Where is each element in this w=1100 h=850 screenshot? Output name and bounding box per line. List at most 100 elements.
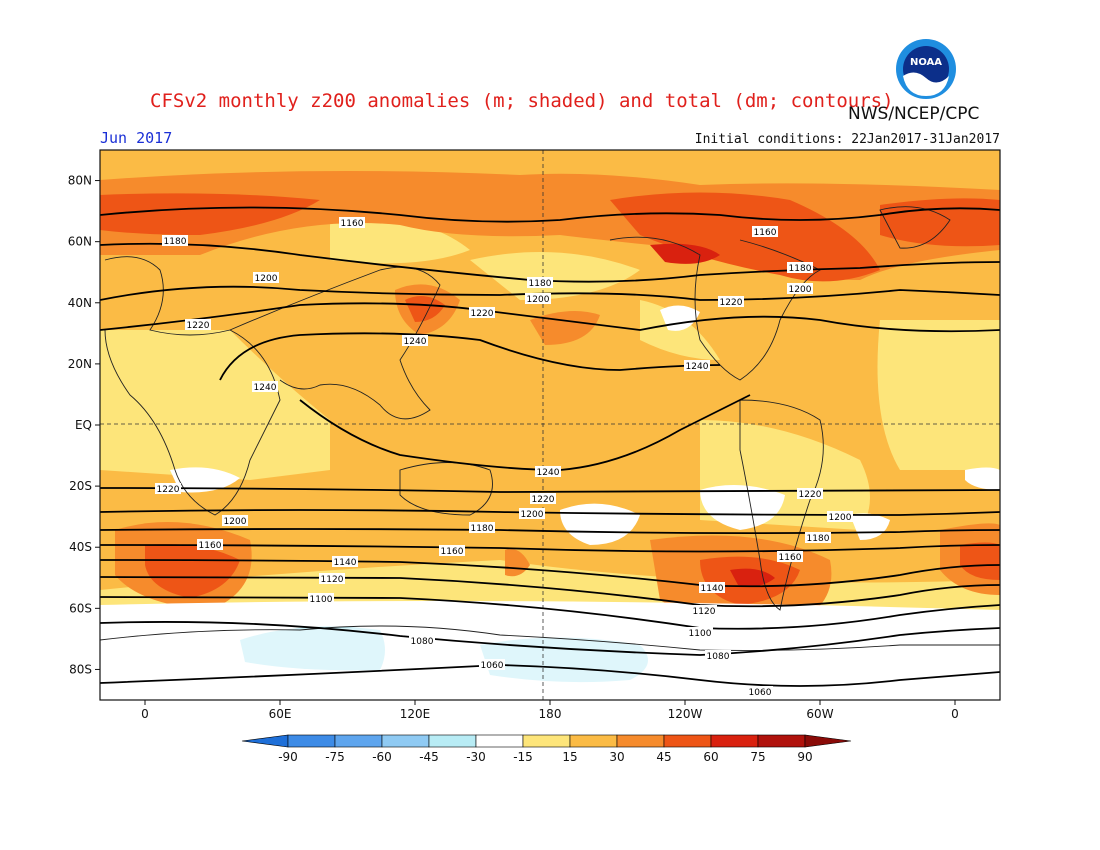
colorbar-tick-label: 45	[656, 750, 671, 764]
contour-label: 1240	[404, 337, 427, 347]
colorbar-tick-label: 15	[562, 750, 577, 764]
contour-label-bg	[155, 483, 181, 494]
contour-label: 1220	[799, 490, 822, 500]
contour-1080	[100, 621, 1000, 656]
lat-tick-label: 60S	[69, 601, 92, 615]
colorbar-swatch	[475, 734, 524, 748]
colorbar-swatch	[381, 734, 430, 748]
anomaly-60-75-satl	[145, 544, 240, 598]
contour-label-bg	[308, 593, 334, 604]
colorbar-swatch	[428, 734, 477, 748]
contour-label: 1200	[255, 274, 278, 284]
contour-label: 1120	[321, 575, 344, 585]
lon-tick-label: 180	[539, 707, 562, 721]
colorbar-tick-label: -45	[419, 750, 439, 764]
contour-labels: 1240 1240 1240 1240 1220 1220 1220 1220 1220 1220…	[155, 217, 853, 698]
anomaly-60-75-canada	[610, 192, 880, 282]
lat-tick-label: 40N	[68, 296, 92, 310]
anomaly-60-75-east	[960, 542, 1000, 580]
contour-label: 1240	[537, 468, 560, 478]
contour-label-bg	[469, 307, 495, 318]
contour-label-bg	[787, 262, 813, 273]
anomaly-shading	[100, 150, 1000, 700]
latitude-axis: 80N 60N 40N 20N EQ 20S 40S 60S 80S	[68, 174, 100, 676]
contour-label: 1200	[224, 517, 247, 527]
colorbar-swatch	[616, 734, 665, 748]
contour-label-bg	[797, 488, 823, 499]
contour-label: 1240	[254, 383, 277, 393]
contour-label: 1160	[754, 228, 777, 238]
contour-label: 1140	[334, 558, 357, 568]
contour-label-bg	[684, 360, 710, 371]
anomaly-60-75-europe	[100, 193, 320, 235]
contour-label: 1160	[199, 541, 222, 551]
colorbar-tick-label: -60	[372, 750, 392, 764]
contour-label-bg	[752, 226, 778, 237]
contour-label-bg	[530, 493, 556, 504]
contour-label-bg	[197, 539, 223, 550]
contour-label: 1180	[789, 264, 812, 274]
contour-label: 1160	[341, 219, 364, 229]
lon-tick-label: 0	[141, 707, 149, 721]
anomaly-45-60-npacific	[530, 311, 600, 345]
contour-label-bg	[705, 650, 731, 661]
colorbar-tick-label: -75	[325, 750, 345, 764]
contour-label-bg	[439, 545, 465, 556]
contour-label: 1080	[411, 637, 434, 647]
contour-label-bg	[535, 466, 561, 477]
contour-label-bg	[469, 522, 495, 533]
contour-1220	[100, 302, 1000, 493]
colorbar-swatch	[287, 734, 336, 748]
contour-label-bg	[777, 551, 803, 562]
colorbar-swatch	[569, 734, 618, 748]
colorbar-swatch	[757, 734, 806, 748]
contour-label: 1080	[707, 652, 730, 662]
lon-tick-label: 120W	[668, 707, 703, 721]
contour-label-bg	[409, 635, 435, 646]
contour-label-bg	[687, 627, 713, 638]
contour-label: 1220	[157, 485, 180, 495]
colorbar-tick-label: -15	[513, 750, 533, 764]
initial-conditions-label: Initial conditions: 22Jan2017-31Jan2017	[694, 132, 1000, 147]
contour-label: 1100	[310, 595, 333, 605]
contour-label: 1220	[532, 495, 555, 505]
anomaly-60-75-greenland	[880, 198, 1000, 247]
colorbar: -90 -75 -60 -45 -30 -15 15 30 45 60 75 90	[241, 734, 852, 764]
colorbar-tick-label: -90	[278, 750, 298, 764]
anomaly-neutral-polar	[100, 625, 1000, 700]
contour-label: 1160	[441, 547, 464, 557]
contour-label: 1160	[779, 553, 802, 563]
colorbar-tick-label: 60	[703, 750, 718, 764]
anomaly-60-75-japan	[405, 296, 445, 322]
contour-1060	[100, 664, 1000, 687]
contour-label: 1180	[471, 524, 494, 534]
lon-tick-label: 60E	[269, 707, 292, 721]
lat-tick-label: 20N	[68, 357, 92, 371]
contour-label-bg	[162, 235, 188, 246]
lon-tick-label: 0	[951, 707, 959, 721]
lon-tick-label: 60W	[806, 707, 833, 721]
contour-1140	[100, 559, 1000, 588]
contour-label: 1220	[720, 298, 743, 308]
anomaly-15-30-npac	[470, 252, 640, 300]
contour-label-bg	[319, 573, 345, 584]
lat-tick-label: 60N	[68, 235, 92, 249]
contour-1200	[100, 285, 1000, 516]
colorbar-swatch	[334, 734, 383, 748]
contour-label: 1120	[693, 607, 716, 617]
contour-label: 1200	[521, 510, 544, 520]
lat-tick-label: 40S	[69, 540, 92, 554]
period-label: Jun 2017	[100, 129, 173, 147]
colorbar-tick-label: 30	[609, 750, 624, 764]
contour-label-bg	[527, 277, 553, 288]
colorbar-arrow-right	[804, 734, 852, 748]
anomaly-15-30-asia	[330, 218, 470, 264]
colorbar-tick-label: 90	[797, 750, 812, 764]
anomaly-15-30-africa	[100, 330, 330, 480]
lat-tick-label: 80N	[68, 174, 92, 188]
contour-1120	[100, 576, 1000, 608]
contour-label-bg	[718, 296, 744, 307]
colorbar-swatch	[663, 734, 712, 748]
contour-label-bg	[787, 283, 813, 294]
